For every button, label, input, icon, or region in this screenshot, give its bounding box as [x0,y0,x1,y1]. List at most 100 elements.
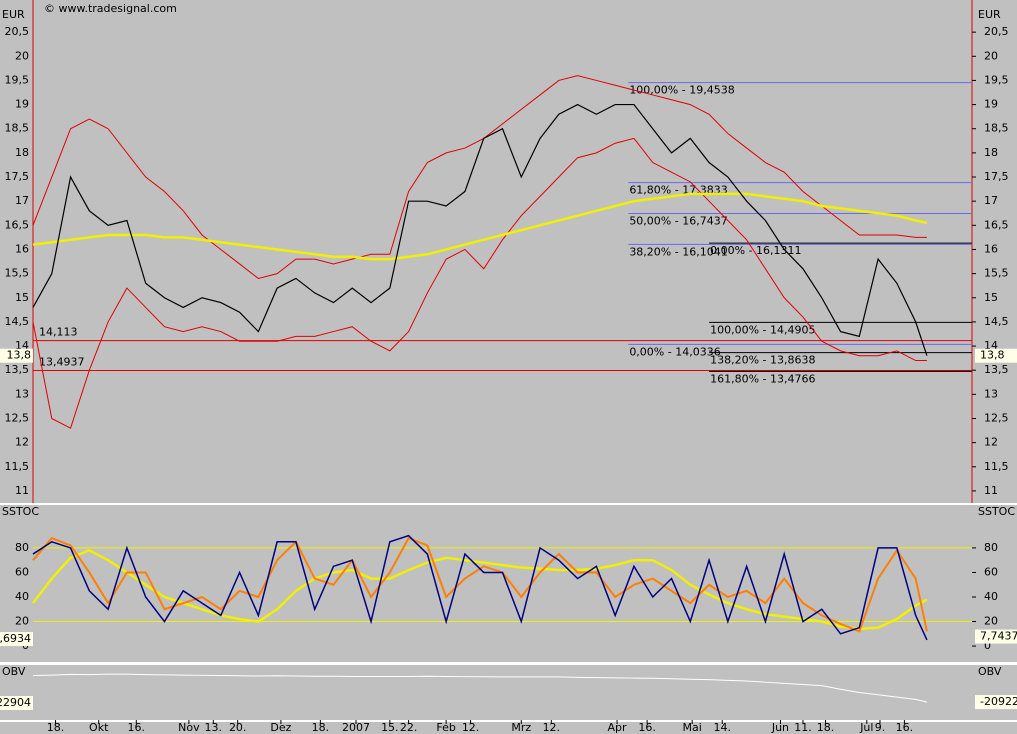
y-tick-label: 80 [984,541,998,554]
x-tick-label: Okt [89,721,109,734]
x-tick-label: Nov [178,721,200,734]
y-tick-label: 12 [984,436,998,449]
x-tick-label: 12. [543,721,561,734]
x-tick-label: 9. [875,721,886,734]
x-tick-label: 12. [462,721,480,734]
series-line [32,534,928,641]
y-tick-label: 16,5 [5,218,30,231]
x-tick-label: 14. [713,721,731,734]
y-tick-label: 12 [15,436,29,449]
x-tick-label: Mai [683,721,702,734]
last-value-box [975,348,1017,363]
y-tick-label: 14,5 [5,315,30,328]
y-tick-label: 15,5 [984,267,1009,280]
y-tick-label: 0 [984,639,991,652]
y-tick-label: 60 [984,565,998,578]
y-tick-label: 18,5 [984,122,1009,135]
y-tick-label: 15 [984,291,998,304]
axis-title: EUR [978,8,1001,21]
x-tick-label: 15. [381,721,399,734]
x-tick-label: 13. [205,721,223,734]
y-tick-label: 13,5 [5,363,30,376]
x-tick-label: Dez [270,721,291,734]
y-tick-label: 19 [984,98,998,111]
y-tick-label: 12,5 [984,411,1009,424]
last-value-box [0,632,33,647]
series-line [32,192,928,261]
y-tick-label: 20,5 [5,25,30,38]
level-label: 13,4937 [39,355,85,368]
y-tick-label: 20 [984,49,998,62]
axis-title: OBV [2,665,26,678]
x-tick-label: 11. [794,721,812,734]
y-tick-label: 20 [984,615,998,628]
series-line [32,673,928,703]
level-label: 100,00% - 14,4905 [710,323,815,336]
x-tick-label: 16. [896,721,914,734]
y-tick-label: 80 [15,541,29,554]
level-label: 161,80% - 13,4766 [710,372,815,385]
x-tick-label: 20. [229,721,247,734]
y-tick-label: 11,5 [5,460,30,473]
x-tick-label: Jul [859,721,873,734]
y-tick-label: 17,5 [984,170,1009,183]
level-label: 100,00% - 19,4538 [629,84,734,97]
panel-separator [0,720,1017,722]
last-value-label: 13,8 [980,349,1005,362]
x-tick-label: 2007 [342,721,370,734]
x-tick-label: 18. [312,721,330,734]
y-tick-label: 11 [984,484,998,497]
last-value-label: 7,7437 [980,630,1017,643]
y-tick-label: 17,5 [5,170,30,183]
y-tick-label: 18,5 [5,122,30,135]
panel-separator [0,662,1017,665]
level-label: 38,20% - 16,1041 [629,245,727,258]
series-line [32,137,927,429]
x-tick-label: 16. [128,721,146,734]
y-tick-label: 15,5 [5,267,30,280]
x-tick-label: Apr [608,721,628,734]
y-tick-label: 60 [15,565,29,578]
level-label: 14,113 [39,326,78,339]
y-tick-label: 17 [15,194,29,207]
y-tick-label: 19 [15,98,29,111]
y-tick-label: 15 [15,291,29,304]
y-tick-label: 13 [15,387,29,400]
y-tick-label: 14,5 [984,315,1009,328]
last-value-box [975,695,1017,710]
y-tick-label: 16,5 [984,218,1009,231]
x-tick-label: 22. [400,721,418,734]
y-tick-label: 11 [15,484,29,497]
y-tick-label: 17 [984,194,998,207]
series-line [32,103,928,356]
y-tick-label: 19,5 [984,73,1009,86]
level-label: 0,00% - 14,0336 [629,345,720,358]
y-tick-label: 16 [984,242,998,255]
axis-title: OBV [978,665,1002,678]
y-tick-label: 16 [15,242,29,255]
y-tick-label: 13,5 [984,363,1009,376]
last-value-label: -20922 [980,695,1017,708]
x-tick-label: Feb [436,721,455,734]
y-tick-label: 18 [15,146,29,159]
last-value-box [0,695,33,710]
y-tick-label: 40 [15,590,29,603]
y-tick-label: 12,5 [5,411,30,424]
y-tick-label: 40 [984,590,998,603]
last-value-label: 13,8 [7,349,32,362]
last-value-label: ,6934 [0,632,31,645]
axis-title: SSTOC [978,505,1015,518]
y-tick-label: 18 [984,146,998,159]
x-tick-label: Jun [771,721,789,734]
x-tick-label: 16. [638,721,656,734]
last-value-box [0,348,33,363]
y-tick-label: 20 [15,49,29,62]
last-value-label: 22904 [0,696,31,709]
level-label: 138,20% - 13,8638 [710,354,815,367]
axis-title: SSTOC [2,505,39,518]
level-label: 50,00% - 16,7437 [629,215,727,228]
y-tick-label: 19,5 [5,73,30,86]
last-value-box [975,629,1017,644]
